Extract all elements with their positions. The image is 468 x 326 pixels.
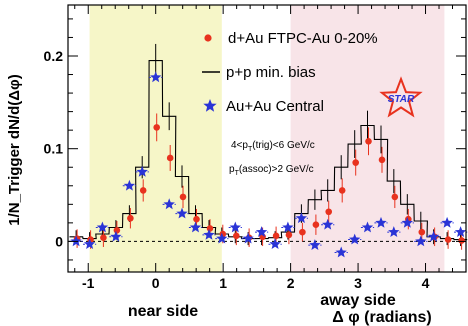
x-tick-label: 4 (422, 275, 430, 291)
auau-point (150, 71, 162, 83)
series-auau (69, 71, 468, 258)
dau-point (418, 228, 426, 236)
away-side-label: away side (320, 292, 396, 309)
near-side-label: near side (128, 303, 198, 320)
assoc-cut-rest: (assoc)>2 GeV/c (239, 164, 314, 175)
trig-cut-rest: (trig)<6 GeV/c (252, 140, 315, 151)
series-dau (73, 113, 465, 250)
assoc-cut-sub: T (235, 170, 240, 177)
legend-label-auau: Au+Au Central (226, 98, 324, 115)
x-tick-label: 3 (354, 275, 362, 291)
dau-point (166, 154, 174, 162)
dau-point (193, 215, 200, 223)
auau-point (189, 221, 202, 233)
auau-point (415, 235, 427, 247)
auau-point (83, 238, 96, 249)
dau-point (206, 225, 214, 232)
auau-point (322, 218, 334, 230)
dau-point (285, 231, 293, 239)
dau-point (299, 228, 306, 236)
y-tick-label: 0 (55, 233, 63, 249)
dau-point (139, 187, 147, 194)
dau-point (232, 232, 240, 240)
dau-point (458, 237, 465, 244)
legend-marker-auau (203, 99, 217, 112)
auau-point (203, 228, 215, 240)
dau-point (312, 221, 320, 229)
axis-ticks: -1 0 1 2 3 4 0 0.1 0.2 (44, 5, 466, 291)
auau-point (335, 246, 347, 258)
auau-point (70, 235, 82, 247)
dau-point (179, 193, 187, 201)
y-tick-label: 0.1 (44, 141, 64, 157)
dau-point (127, 214, 134, 222)
x-tick-label: 2 (287, 275, 295, 291)
dau-point (365, 137, 372, 145)
auau-point (349, 233, 361, 245)
auau-point (295, 212, 308, 224)
auau-point (309, 239, 321, 250)
auau-point (361, 221, 374, 233)
legend-label-pp: p+p min. bias (226, 64, 316, 81)
auau-point (441, 216, 453, 228)
auau-point (110, 230, 122, 242)
auau-point (427, 230, 440, 242)
plot-frame (67, 4, 467, 273)
data-series (69, 43, 468, 258)
star-logo: STAR (379, 76, 423, 118)
auau-point (242, 232, 254, 244)
dau-point (391, 193, 399, 201)
auau-point (96, 221, 109, 233)
auau-point (388, 226, 400, 237)
pp-step-line (69, 60, 468, 241)
dau-point (378, 156, 386, 164)
auau-point (216, 232, 228, 244)
dau-point (153, 124, 160, 131)
dau-point (272, 232, 280, 240)
dau-point (100, 234, 107, 241)
auau-point (255, 226, 268, 237)
auau-point (229, 221, 241, 233)
trig-cut-sub: T (248, 146, 253, 153)
assoc-cut-main: p (229, 164, 235, 175)
x-axis-title: Δ φ (radians) (332, 309, 431, 326)
x-tick-label: -1 (82, 275, 95, 291)
dau-point (338, 187, 346, 194)
y-tick-label: 0.2 (44, 48, 64, 64)
trig-cut-annotation: 4<pT(trig)<6 GeV/c (231, 140, 315, 153)
auau-point (282, 221, 294, 233)
trig-cut-main: 4<p (231, 140, 248, 151)
auau-point (375, 216, 387, 228)
star-logo-icon (379, 76, 423, 118)
dau-point (444, 236, 452, 243)
auau-point (136, 165, 148, 177)
auau-point (401, 216, 413, 228)
assoc-cut-annotation: pT(assoc)>2 GeV/c (229, 164, 314, 177)
auau-point (163, 198, 175, 210)
dau-point (325, 208, 333, 216)
dau-point (113, 226, 121, 234)
auau-point (269, 238, 281, 249)
dau-point (352, 159, 359, 166)
y-axis-title: 1/N_Trigger dN/d(Δφ) (6, 74, 23, 226)
auau-point (176, 207, 188, 219)
x-tick-label: 1 (219, 275, 227, 291)
legend-label-dau: d+Au FTPC-Au 0-20% (228, 30, 378, 47)
legend-marker-dau (204, 34, 212, 42)
star-logo-text: STAR (388, 94, 415, 105)
auau-point (123, 179, 136, 191)
legend: d+Au FTPC-Au 0-20% p+p min. bias Au+Au C… (202, 30, 378, 115)
x-tick-label: 0 (152, 275, 160, 291)
auau-point (454, 226, 467, 237)
